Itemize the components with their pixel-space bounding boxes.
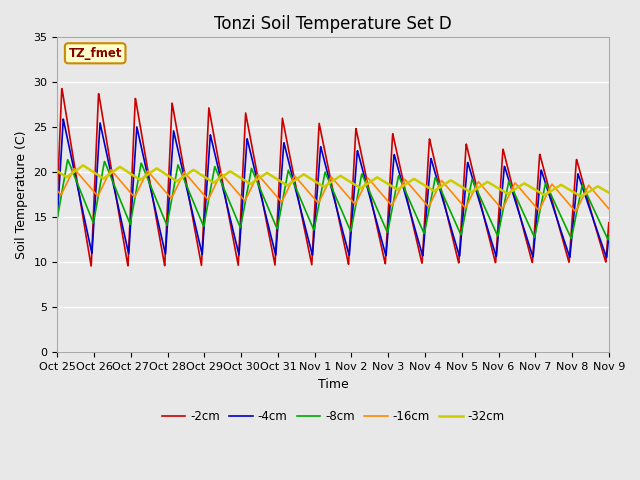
-8cm [207,182,215,188]
-32cm [362,182,369,188]
-4cm [207,136,215,142]
-2cm [349,171,357,177]
-2cm [494,227,502,233]
-2cm [54,192,61,198]
-16cm [70,166,78,171]
-8cm [362,179,369,184]
-2cm [572,164,580,170]
-4cm [605,233,612,239]
-8cm [493,233,501,239]
-32cm [605,190,612,195]
-32cm [54,168,61,174]
-8cm [604,237,612,243]
-16cm [54,188,61,193]
-4cm [349,202,357,208]
-2cm [58,86,66,92]
-32cm [572,191,579,196]
-4cm [493,241,501,247]
Legend: -2cm, -4cm, -8cm, -16cm, -32cm: -2cm, -4cm, -8cm, -16cm, -32cm [157,406,509,428]
-32cm [349,181,357,187]
-2cm [87,263,95,269]
-32cm [577,193,585,199]
-16cm [556,191,564,197]
-16cm [493,201,501,207]
-16cm [349,199,357,205]
-4cm [556,226,564,232]
-2cm [362,170,369,176]
-4cm [54,214,61,219]
-8cm [349,216,357,222]
Line: -4cm: -4cm [58,119,609,258]
-32cm [207,179,215,184]
X-axis label: Time: Time [317,378,349,391]
-8cm [54,215,61,220]
Line: -8cm: -8cm [58,160,609,240]
-32cm [556,182,564,188]
-16cm [605,206,612,212]
-4cm [572,195,579,201]
-8cm [572,215,579,220]
-4cm [60,116,67,122]
Text: TZ_fmet: TZ_fmet [68,47,122,60]
Line: -16cm: -16cm [58,168,609,212]
-8cm [64,157,72,163]
Line: -2cm: -2cm [58,89,609,266]
-2cm [557,229,564,235]
-16cm [572,209,579,215]
-32cm [493,185,501,191]
-8cm [556,212,564,218]
Title: Tonzi Soil Temperature Set D: Tonzi Soil Temperature Set D [214,15,452,33]
Y-axis label: Soil Temperature (C): Soil Temperature (C) [15,131,28,259]
-32cm [79,162,87,168]
-16cm [207,190,215,196]
-2cm [208,120,216,126]
-4cm [362,177,369,182]
-2cm [605,220,612,226]
-16cm [572,209,580,215]
-16cm [362,181,369,187]
-8cm [605,233,612,239]
Line: -32cm: -32cm [58,165,609,196]
-4cm [603,255,611,261]
